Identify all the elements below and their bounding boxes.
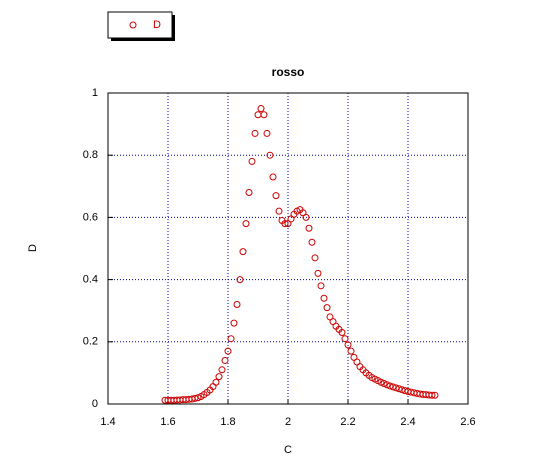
point [212,378,220,386]
point [236,276,244,284]
point [251,129,259,137]
chart-title: rosso [272,65,305,79]
point [269,173,277,181]
y-tick-label: 0.4 [83,274,98,286]
point [248,157,256,165]
point [221,356,229,364]
point [338,328,346,336]
point [389,383,397,391]
y-tick-label: 1 [92,87,98,99]
point [305,224,313,232]
point [308,238,316,246]
y-tick-label: 0.8 [83,149,98,161]
point [227,335,235,343]
plot-frame [107,92,469,405]
point [428,391,436,399]
y-tick-label: 0.6 [83,211,98,223]
point [191,394,199,402]
point [317,282,325,290]
point [218,366,226,374]
point [230,319,238,327]
x-tick-label: 2.4 [400,416,415,428]
point [302,213,310,221]
x-tick-label: 2 [285,416,291,428]
point [341,335,349,343]
point [272,192,280,200]
y-tick-label: 0.2 [83,336,98,348]
point [257,105,265,113]
point [242,220,250,228]
y-tick-label: 0 [92,398,98,410]
point [239,248,247,256]
point [281,220,289,228]
point [392,384,400,392]
x-tick-label: 2.2 [340,416,355,428]
point [431,391,439,399]
point [224,347,232,355]
point [395,385,403,393]
point [254,111,262,119]
point [233,300,241,308]
point [263,129,271,137]
point [311,254,319,262]
point [266,151,274,159]
y-axis-label: D [27,244,39,252]
x-axis-label: C [284,444,292,456]
x-tick-label: 1.8 [220,416,235,428]
point [323,304,331,312]
legend-box [107,11,173,39]
x-tick-label: 2.6 [460,416,475,428]
point [320,294,328,302]
point [260,111,268,119]
point [347,347,355,355]
x-tick-label: 1.6 [160,416,175,428]
legend-label: D [153,19,161,31]
point [386,382,394,390]
x-tick-label: 1.4 [100,416,115,428]
legend-marker [129,21,137,29]
point [215,373,223,381]
point [398,386,406,394]
point [275,207,283,215]
point [314,269,322,277]
point [245,189,253,197]
point [344,341,352,349]
